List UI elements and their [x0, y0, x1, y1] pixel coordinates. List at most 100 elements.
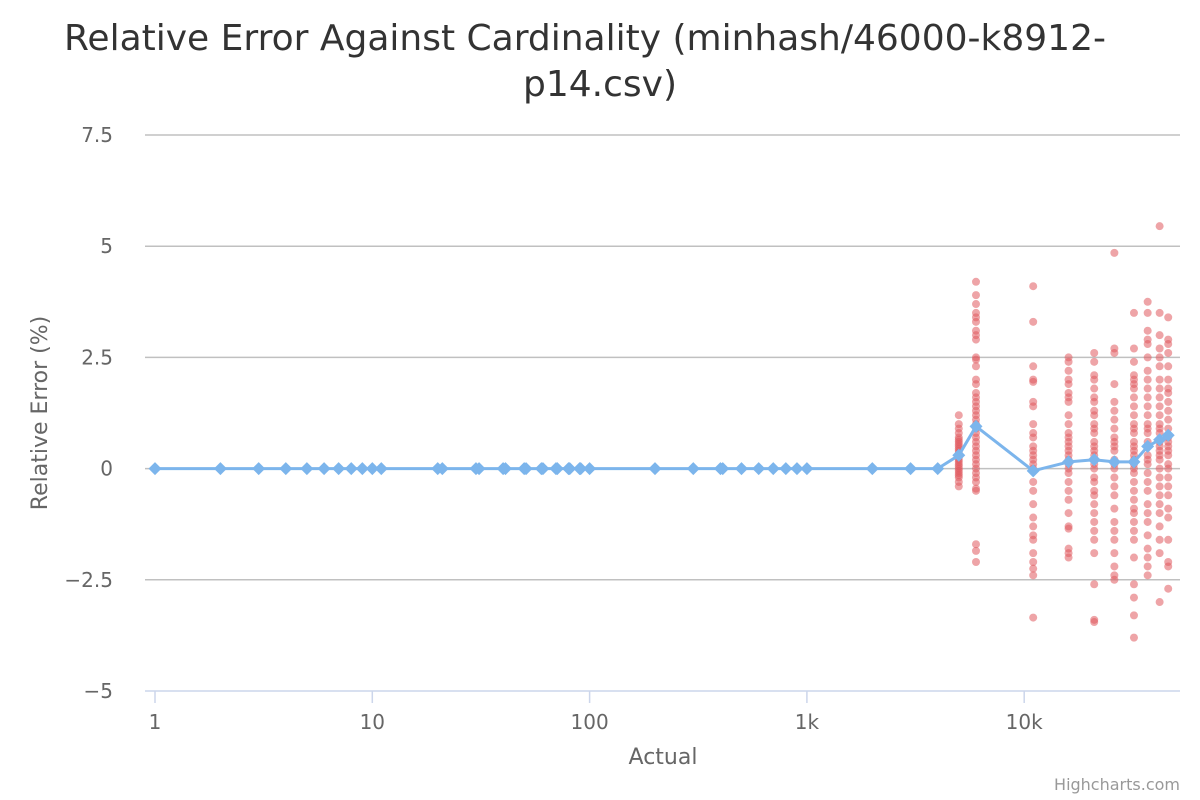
scatter-point [1155, 482, 1164, 491]
scatter-point [1129, 526, 1138, 535]
scatter-point [1143, 402, 1152, 411]
scatter-point [1110, 575, 1119, 584]
scatter-point [1143, 308, 1152, 317]
mean-point-marker [952, 448, 966, 462]
scatter-point [1029, 420, 1038, 429]
scatter-point [1090, 580, 1099, 589]
scatter-point [1090, 549, 1099, 558]
mean-point-marker [1141, 439, 1155, 453]
scatter-point [1143, 544, 1152, 553]
scatter-point [1064, 366, 1073, 375]
scatter-point [1110, 397, 1119, 406]
scatter-point [1155, 429, 1164, 438]
scatter-point [1164, 584, 1173, 593]
credits-label: Highcharts.com [1054, 775, 1180, 794]
scatter-point [1143, 562, 1152, 571]
mean-point-marker [734, 462, 748, 476]
scatter-point [971, 540, 980, 549]
scatter-point [1143, 353, 1152, 362]
mean-point-marker [1026, 464, 1040, 478]
scatter-point [1029, 549, 1038, 558]
scatter-point [1110, 348, 1119, 357]
scatter-point [971, 335, 980, 344]
scatter-point [1090, 618, 1099, 627]
scatter-point [1129, 357, 1138, 366]
scatter-point [971, 362, 980, 371]
scatter-point [1029, 477, 1038, 486]
scatter-point [1110, 562, 1119, 571]
scatter-point [1164, 375, 1173, 384]
scatter-point [1110, 517, 1119, 526]
scatter-point [1029, 558, 1038, 567]
scatter-point [1155, 491, 1164, 500]
mean-point-marker [790, 462, 804, 476]
scatter-point [1090, 357, 1099, 366]
scatter-point [954, 482, 963, 491]
scatter-point [1143, 375, 1152, 384]
scatter-point [1129, 486, 1138, 495]
x-tick-label: 1k [795, 710, 820, 734]
y-tick-label: 7.5 [81, 123, 113, 147]
scatter-point [1155, 535, 1164, 544]
x-tick-label: 10k [1006, 710, 1043, 734]
mean-point-marker [213, 462, 227, 476]
scatter-point [1110, 380, 1119, 389]
scatter-point [1090, 384, 1099, 393]
x-axis-ticks: 1 10 100 1k 10k [149, 691, 1043, 734]
scatter-point [1164, 535, 1173, 544]
scatter-point [1029, 317, 1038, 326]
mean-point-marker [252, 462, 266, 476]
mean-point-marker [1127, 455, 1141, 469]
scatter-point [954, 411, 963, 420]
scatter-point [1143, 571, 1152, 580]
scatter-point [1129, 611, 1138, 620]
mean-point-marker [498, 462, 512, 476]
mean-point-marker [332, 462, 346, 476]
mean-point-marker [1087, 453, 1101, 467]
mean-point-marker [472, 462, 486, 476]
scatter-point [1129, 393, 1138, 402]
mean-point-marker [148, 462, 162, 476]
scatter-point [1143, 500, 1152, 509]
mean-point-marker [686, 462, 700, 476]
mean-error-markers [148, 419, 1175, 478]
scatter-point [1064, 380, 1073, 389]
scatter-point [1143, 384, 1152, 393]
mean-point-marker [550, 462, 564, 476]
scatter-point [1129, 402, 1138, 411]
scatter-point [1090, 464, 1099, 473]
scatter-point [1064, 524, 1073, 533]
y-tick-label: −5 [84, 679, 113, 703]
scatter-point [1129, 553, 1138, 562]
scatter-point [1110, 446, 1119, 455]
mean-point-marker [583, 462, 597, 476]
scatter-point [1129, 344, 1138, 353]
chart-title-line-2: p14.csv) [523, 64, 677, 105]
scatter-point [1164, 451, 1173, 460]
scatter-series [954, 222, 1173, 642]
scatter-point [1090, 500, 1099, 509]
x-tick-label: 10 [360, 710, 385, 734]
scatter-point [971, 477, 980, 486]
scatter-point [1164, 504, 1173, 513]
mean-point-marker [355, 462, 369, 476]
scatter-point [971, 300, 980, 309]
scatter-point [1064, 477, 1073, 486]
scatter-point [1143, 326, 1152, 335]
scatter-point [1064, 486, 1073, 495]
scatter-point [1090, 509, 1099, 518]
scatter-point [1110, 549, 1119, 558]
mean-point-marker [1062, 455, 1076, 469]
scatter-point [1129, 633, 1138, 642]
scatter-point [1129, 580, 1138, 589]
mean-point-marker [1161, 428, 1175, 442]
scatter-point [1143, 297, 1152, 306]
scatter-point [1064, 553, 1073, 562]
y-tick-label: −2.5 [64, 568, 113, 592]
scatter-point [1110, 248, 1119, 257]
scatter-point [1110, 464, 1119, 473]
scatter-point [1029, 571, 1038, 580]
scatter-point [1155, 362, 1164, 371]
scatter-point [1090, 491, 1099, 500]
